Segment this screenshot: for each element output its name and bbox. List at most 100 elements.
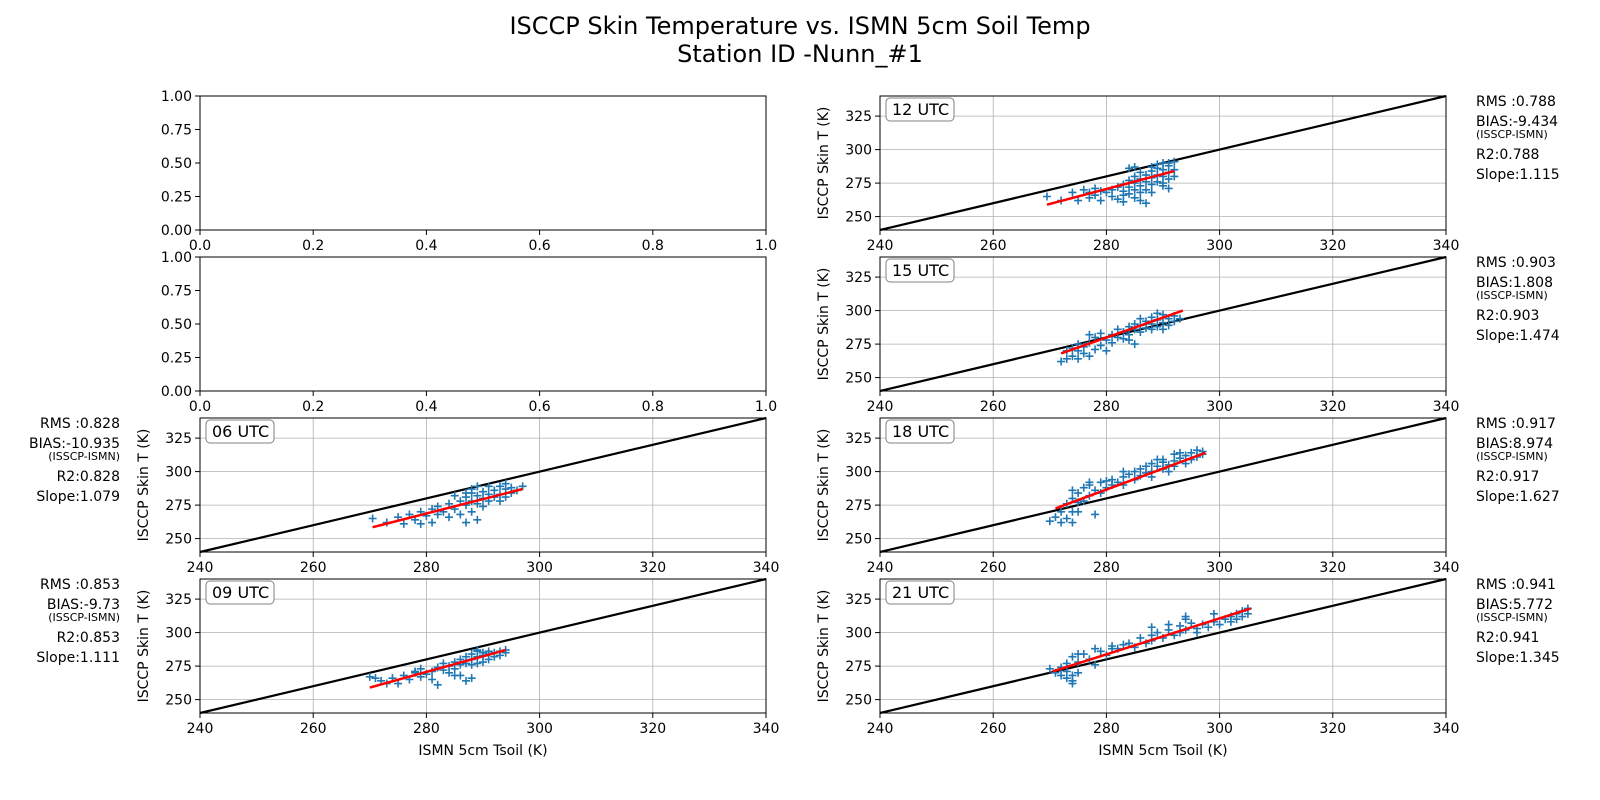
- regression-fit-line: [1052, 607, 1252, 673]
- data-point: [1085, 352, 1094, 361]
- data-point: [1130, 163, 1139, 172]
- data-point: [1142, 199, 1151, 208]
- stat-rms: RMS :0.917: [1476, 416, 1556, 432]
- data-point: [1074, 668, 1083, 677]
- data-point: [1142, 324, 1151, 333]
- y-axis-label: ISCCP Skin T (K): [136, 590, 152, 703]
- data-point: [1164, 467, 1173, 476]
- y-tick-label: 325: [845, 431, 872, 447]
- data-point: [467, 485, 476, 494]
- data-point: [428, 518, 437, 527]
- data-point: [1164, 175, 1173, 184]
- data-point: [1147, 180, 1156, 189]
- x-tick-label: 240: [867, 560, 894, 576]
- stat-slope: Slope:1.111: [36, 650, 120, 666]
- panel-4: [875, 255, 1447, 396]
- data-point: [1130, 340, 1139, 349]
- x-tick-label: 320: [639, 560, 666, 576]
- x-tick-label: 320: [1319, 560, 1346, 576]
- y-tick-label: 275: [845, 498, 872, 514]
- y-axis-label: ISCCP Skin T (K): [816, 429, 832, 542]
- data-point: [1125, 164, 1134, 173]
- regression-fit-line: [369, 648, 506, 689]
- data-point: [1057, 507, 1066, 516]
- panel-title-box: [205, 419, 275, 444]
- data-point: [467, 674, 476, 683]
- data-point: [479, 487, 487, 496]
- data-point: [1136, 464, 1145, 473]
- stat-bias-note: (ISSCP-ISMN): [48, 450, 120, 463]
- data-point: [1170, 172, 1179, 181]
- x-tick-label: 0.2: [302, 399, 324, 415]
- data-point: [1113, 325, 1122, 334]
- data-point: [467, 660, 476, 669]
- x-tick-label: 340: [753, 721, 780, 737]
- x-tick-label: 340: [753, 560, 780, 576]
- data-point: [1175, 448, 1184, 457]
- x-tick-label: 240: [867, 399, 894, 415]
- data-point: [1159, 181, 1167, 190]
- data-point: [1136, 181, 1145, 190]
- data-point: [473, 491, 482, 500]
- data-point: [1125, 189, 1134, 198]
- y-tick-label: 1.00: [161, 250, 192, 266]
- panel-title-box: [885, 419, 955, 444]
- data-point: [1142, 185, 1151, 194]
- stat-bias: BIAS:1.808: [1476, 275, 1553, 291]
- data-point: [1119, 467, 1128, 476]
- data-point: [1045, 517, 1054, 526]
- data-point: [1130, 467, 1139, 476]
- x-tick-label: 1.0: [755, 238, 777, 254]
- x-tick-label: 340: [1433, 721, 1460, 737]
- y-tick-label: 300: [845, 626, 872, 642]
- x-tick-label: 260: [980, 399, 1007, 415]
- data-point: [1108, 192, 1117, 201]
- stat-r2: R2:0.917: [1476, 469, 1539, 485]
- panel-title: 21 UTC: [892, 583, 949, 602]
- data-point: [1130, 193, 1139, 202]
- x-tick-label: 280: [1093, 721, 1120, 737]
- data-point: [1096, 478, 1105, 487]
- y-tick-label: 300: [845, 304, 872, 320]
- y-tick-label: 0.50: [161, 156, 192, 172]
- x-tick-label: 240: [187, 721, 214, 737]
- data-point: [1119, 640, 1128, 649]
- data-point: [467, 650, 476, 659]
- regression-fit-line: [1060, 309, 1184, 355]
- data-point: [518, 482, 527, 491]
- data-point: [1153, 177, 1162, 186]
- data-point: [1209, 609, 1218, 618]
- data-point: [1062, 514, 1071, 523]
- panel-6: [875, 416, 1447, 557]
- x-tick-label: 240: [867, 238, 894, 254]
- stat-slope: Slope:1.474: [1476, 328, 1560, 344]
- data-point: [368, 514, 377, 523]
- data-point: [1136, 188, 1145, 197]
- data-point: [1170, 450, 1179, 459]
- panel-title: 12 UTC: [892, 100, 949, 119]
- data-point: [1164, 184, 1173, 193]
- stat-bias-note: (ISSCP-ISMN): [1476, 128, 1548, 141]
- data-point: [433, 680, 442, 689]
- x-tick-label: 280: [1093, 399, 1120, 415]
- data-point: [1170, 157, 1179, 166]
- panel-title: 18 UTC: [892, 422, 949, 441]
- panel-7: [195, 577, 767, 718]
- regression-fit-line: [1055, 451, 1206, 510]
- data-point: [1074, 354, 1083, 363]
- data-point: [1175, 314, 1184, 323]
- y-tick-label: 275: [845, 337, 872, 353]
- x-tick-label: 320: [1319, 238, 1346, 254]
- data-point: [365, 672, 374, 681]
- data-point: [473, 659, 482, 668]
- panel-5: [195, 416, 767, 557]
- x-tick-label: 320: [1319, 399, 1346, 415]
- data-point: [1051, 513, 1060, 522]
- x-tick-label: 0.8: [642, 399, 664, 415]
- data-point: [501, 479, 510, 488]
- data-point: [1147, 313, 1156, 322]
- data-point: [495, 497, 504, 506]
- data-point: [445, 668, 454, 677]
- data-point: [1181, 612, 1190, 621]
- data-point: [1096, 341, 1105, 350]
